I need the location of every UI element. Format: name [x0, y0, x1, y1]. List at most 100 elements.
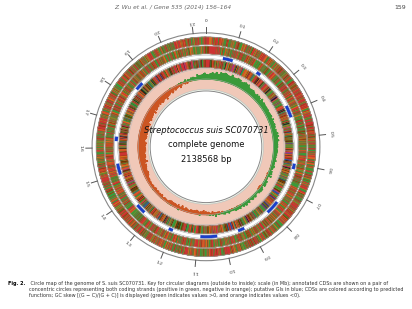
Wedge shape [283, 163, 291, 165]
Wedge shape [153, 210, 163, 220]
Wedge shape [157, 228, 161, 235]
Wedge shape [280, 117, 288, 120]
Wedge shape [251, 48, 257, 57]
Wedge shape [273, 77, 281, 85]
Wedge shape [116, 84, 122, 89]
Wedge shape [255, 226, 260, 232]
Wedge shape [256, 62, 265, 71]
Wedge shape [156, 75, 161, 82]
Wedge shape [185, 48, 190, 56]
Polygon shape [228, 211, 229, 213]
Polygon shape [257, 100, 258, 102]
Wedge shape [295, 173, 303, 176]
Wedge shape [155, 227, 162, 236]
Wedge shape [229, 40, 232, 48]
Wedge shape [245, 45, 249, 53]
Wedge shape [284, 195, 292, 201]
Wedge shape [174, 64, 180, 73]
Polygon shape [215, 73, 217, 80]
Wedge shape [116, 205, 122, 210]
Wedge shape [292, 87, 299, 93]
Wedge shape [213, 239, 214, 247]
Wedge shape [120, 130, 128, 134]
Wedge shape [188, 60, 197, 69]
Polygon shape [252, 197, 254, 198]
Wedge shape [213, 60, 218, 68]
Polygon shape [144, 172, 149, 174]
Wedge shape [112, 180, 120, 184]
Wedge shape [201, 60, 203, 68]
Wedge shape [231, 40, 242, 51]
Polygon shape [265, 179, 267, 180]
Wedge shape [255, 61, 260, 69]
Wedge shape [295, 174, 302, 177]
Polygon shape [143, 121, 150, 125]
Wedge shape [212, 60, 218, 68]
Polygon shape [190, 210, 191, 213]
Wedge shape [157, 212, 162, 219]
Wedge shape [218, 225, 220, 233]
Wedge shape [200, 37, 201, 45]
Wedge shape [130, 65, 138, 73]
Text: 0.1: 0.1 [239, 24, 246, 30]
Wedge shape [194, 60, 196, 68]
Wedge shape [139, 197, 151, 209]
Wedge shape [106, 133, 114, 134]
Wedge shape [182, 48, 188, 57]
Wedge shape [119, 136, 127, 139]
Wedge shape [203, 249, 208, 257]
Wedge shape [132, 222, 138, 229]
Polygon shape [145, 175, 148, 176]
Wedge shape [285, 141, 293, 142]
Wedge shape [125, 71, 132, 78]
Wedge shape [129, 104, 137, 110]
Wedge shape [231, 64, 234, 72]
Wedge shape [154, 48, 162, 57]
Wedge shape [126, 179, 135, 185]
Wedge shape [246, 71, 253, 80]
Wedge shape [260, 232, 265, 240]
Wedge shape [118, 81, 124, 86]
Polygon shape [252, 196, 254, 198]
Wedge shape [195, 37, 197, 45]
Wedge shape [227, 222, 234, 231]
Polygon shape [265, 110, 269, 113]
Wedge shape [99, 171, 108, 175]
Wedge shape [263, 230, 270, 238]
Wedge shape [116, 163, 122, 175]
Wedge shape [231, 222, 233, 230]
Wedge shape [308, 152, 316, 155]
Wedge shape [147, 222, 153, 230]
Wedge shape [144, 220, 150, 228]
Wedge shape [197, 226, 204, 234]
Wedge shape [105, 140, 113, 144]
Wedge shape [288, 187, 297, 194]
Wedge shape [295, 164, 305, 174]
Wedge shape [265, 228, 272, 236]
Wedge shape [224, 237, 230, 246]
Wedge shape [297, 160, 306, 163]
Wedge shape [204, 37, 206, 45]
Wedge shape [159, 229, 164, 236]
Wedge shape [119, 140, 127, 143]
Wedge shape [153, 210, 158, 216]
Wedge shape [119, 134, 128, 136]
Wedge shape [96, 155, 105, 158]
Wedge shape [283, 124, 290, 126]
Wedge shape [139, 197, 146, 203]
Wedge shape [283, 129, 292, 135]
Polygon shape [274, 148, 277, 149]
Wedge shape [308, 146, 316, 151]
Wedge shape [154, 210, 159, 217]
Polygon shape [261, 105, 265, 108]
Wedge shape [202, 46, 203, 54]
Wedge shape [297, 126, 305, 131]
Wedge shape [211, 60, 218, 68]
Wedge shape [139, 227, 148, 237]
Wedge shape [256, 61, 260, 69]
Wedge shape [129, 104, 137, 109]
Polygon shape [272, 129, 275, 130]
Wedge shape [176, 245, 181, 253]
Wedge shape [266, 90, 274, 97]
Wedge shape [143, 219, 149, 226]
